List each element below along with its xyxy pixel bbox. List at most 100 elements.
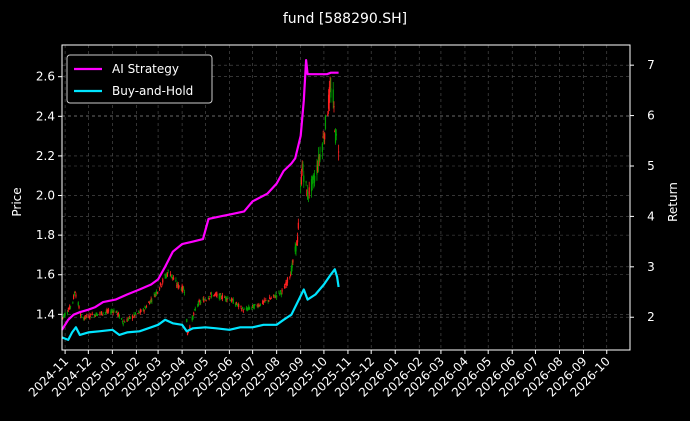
candle-body [335, 133, 337, 136]
y-left-tick-label: 2.6 [36, 70, 55, 84]
candle-body [248, 307, 251, 310]
candle-body [187, 331, 189, 333]
candle-body [97, 313, 99, 315]
y-right-tick-label: 5 [647, 159, 655, 173]
candle-body [198, 300, 200, 302]
candle-body [286, 282, 288, 286]
candle-body [338, 151, 340, 153]
candle-body [235, 302, 237, 305]
candle-body [305, 181, 307, 183]
candle-body [148, 302, 151, 305]
candle-body [86, 315, 88, 317]
candle-body [100, 312, 102, 314]
candle-body [104, 312, 106, 314]
candle-body [165, 276, 167, 278]
candle-body [269, 298, 272, 300]
candle-body [140, 310, 142, 312]
candle-body [295, 243, 297, 252]
candle-body [153, 293, 155, 295]
candle-body [167, 270, 169, 271]
candle-body [263, 299, 265, 303]
candle-body [258, 304, 260, 306]
y-right-tick-label: 7 [647, 58, 655, 72]
buy-and-hold-line [61, 268, 340, 341]
candle-body [332, 89, 334, 103]
candle-body [258, 305, 261, 307]
candle-body [210, 294, 213, 297]
candle-body [296, 236, 299, 243]
y-right-tick-label: 4 [647, 209, 655, 223]
candle-body [214, 294, 216, 296]
candle-body [227, 297, 229, 299]
candle-body [265, 300, 267, 301]
legend-label: Buy-and-Hold [112, 84, 193, 98]
candle-body [279, 293, 281, 295]
candle-body [232, 299, 234, 304]
candle-body [112, 311, 114, 313]
candle-body [294, 246, 296, 252]
candle-body [274, 297, 276, 299]
candle-body [241, 309, 243, 311]
candle-body [110, 310, 113, 312]
candle-body [80, 316, 82, 318]
candle-body [256, 304, 258, 307]
candle-body [219, 293, 221, 295]
candle-body [197, 304, 199, 306]
candle-body [78, 306, 80, 309]
chart-title: fund [588290.SH] [283, 11, 407, 27]
candle-body [290, 267, 292, 275]
candle-body [172, 277, 175, 280]
candle-body [272, 294, 275, 297]
candle-body [186, 331, 189, 336]
candle-body [214, 293, 217, 295]
candle-body [159, 282, 162, 286]
y-axis-left-title: Price [10, 187, 24, 216]
candle-body [291, 263, 293, 268]
candle-body [307, 196, 310, 198]
y-left-tick-label: 2.2 [36, 149, 55, 163]
candle-body [328, 87, 330, 103]
candle-body [90, 317, 93, 318]
candle-body [230, 300, 232, 302]
candle-body [289, 273, 292, 277]
candle-body [159, 288, 161, 290]
candle-body [254, 304, 256, 306]
candle-body [154, 295, 156, 298]
candle-body [334, 131, 336, 133]
candle-body [209, 295, 211, 297]
candle-body [330, 88, 332, 98]
candle-body [318, 157, 320, 160]
candle-body [252, 304, 254, 309]
candle-body [128, 317, 130, 320]
candle-body [251, 307, 253, 309]
candle-body [286, 277, 289, 283]
candle-body [268, 300, 270, 302]
candle-body [105, 311, 107, 313]
candle-body [142, 308, 144, 312]
candle-body [273, 294, 275, 296]
candle-body [181, 285, 183, 292]
candle-body [327, 114, 329, 116]
candle-body [150, 298, 152, 301]
candle-body [72, 301, 74, 303]
candlestick-series [61, 76, 340, 336]
candle-body [224, 296, 227, 300]
candle-body [67, 310, 69, 312]
candle-body [302, 164, 304, 171]
candle-body [220, 294, 222, 298]
candle-body [138, 312, 141, 314]
candle-body [96, 313, 98, 317]
candle-body [155, 291, 158, 294]
candle-body [111, 310, 113, 312]
candle-body [73, 293, 75, 295]
candle-body [177, 283, 179, 288]
candle-body [62, 315, 65, 317]
candle-body [324, 133, 326, 140]
candle-body [162, 279, 164, 283]
candle-body [139, 310, 141, 313]
candle-body [64, 313, 66, 316]
candle-body [264, 300, 266, 302]
candle-body [306, 189, 308, 197]
candle-body [166, 273, 168, 277]
candle-body [151, 300, 153, 302]
